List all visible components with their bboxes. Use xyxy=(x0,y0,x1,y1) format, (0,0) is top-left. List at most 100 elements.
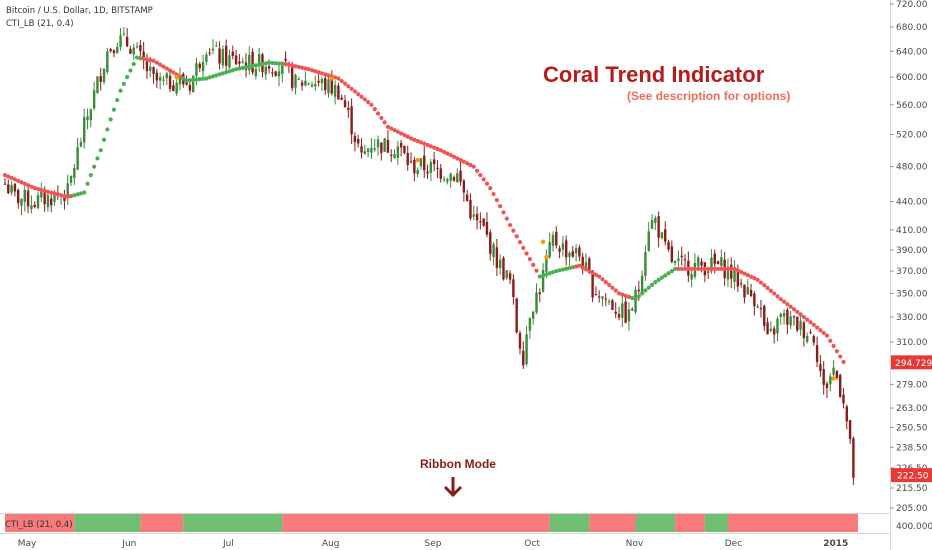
candle xyxy=(218,41,221,70)
candle xyxy=(413,156,416,182)
candle-body xyxy=(76,147,79,170)
candle xyxy=(99,67,102,91)
candle-body xyxy=(598,296,601,298)
candle-body xyxy=(83,117,86,143)
candle xyxy=(548,232,551,259)
candle xyxy=(796,316,799,333)
candle xyxy=(782,309,786,325)
candle xyxy=(690,268,693,288)
candle-body xyxy=(726,267,730,280)
coral-point xyxy=(283,61,288,67)
coral-point xyxy=(544,272,549,277)
candle xyxy=(426,164,429,180)
candle xyxy=(30,195,33,214)
candle xyxy=(215,41,218,48)
candle xyxy=(756,304,759,308)
candle-body xyxy=(330,77,334,94)
coral-point xyxy=(504,216,509,221)
candle-body xyxy=(152,67,155,74)
coral-point xyxy=(52,191,57,196)
x-tick-label: Aug xyxy=(322,539,340,549)
candle-body xyxy=(294,74,297,88)
candle-body xyxy=(343,100,347,108)
coral-point xyxy=(45,189,51,194)
candle xyxy=(459,161,462,186)
candle-body xyxy=(786,309,789,325)
coral-point xyxy=(428,144,433,149)
candle xyxy=(442,176,446,183)
x-tick-label: Sep xyxy=(425,539,442,549)
candle xyxy=(522,341,525,369)
candle xyxy=(829,373,832,392)
candle xyxy=(558,245,561,259)
coral-point xyxy=(177,74,183,79)
candle xyxy=(832,360,835,380)
candle xyxy=(129,45,132,55)
chart-annotation-subtitle: (See description for options) xyxy=(627,89,790,103)
candle xyxy=(102,68,106,85)
coral-point xyxy=(395,129,400,134)
candle xyxy=(119,27,122,51)
candle-body xyxy=(178,76,182,85)
candle xyxy=(254,65,258,80)
candle xyxy=(350,98,353,144)
price-axis[interactable]: 720.00 680.00 640.00 600.00 560.00 520.00 480.… xyxy=(890,0,932,550)
candle-body xyxy=(805,335,809,342)
candle xyxy=(274,70,277,77)
ribbon-pane xyxy=(0,513,890,532)
candle xyxy=(89,108,93,128)
coral-point xyxy=(725,266,731,272)
coral-point xyxy=(649,282,655,287)
candle-body xyxy=(667,241,670,250)
y-tick-label: 350.00 xyxy=(896,289,928,299)
coral-point xyxy=(339,78,344,84)
candle-body xyxy=(555,231,558,246)
ribbon-pane-label: CTI_LB (21, 0.4) xyxy=(5,520,73,530)
coral-point xyxy=(709,266,714,272)
candle-body xyxy=(43,190,46,205)
coral-point xyxy=(824,333,830,338)
candle-body xyxy=(13,183,17,192)
candle-body xyxy=(155,72,159,81)
coral-point xyxy=(276,61,282,66)
coral-point xyxy=(841,359,846,365)
candle xyxy=(333,80,337,105)
candle xyxy=(79,137,83,148)
coral-point xyxy=(821,330,826,336)
candle-body xyxy=(3,183,7,185)
coral-point xyxy=(636,294,641,299)
time-axis[interactable]: May Jun Jul Aug Sep Oct Nov Dec 2015 xyxy=(0,533,890,550)
candle-body xyxy=(211,48,215,51)
coral-point xyxy=(712,266,717,272)
coral-point xyxy=(75,192,80,197)
candle-body xyxy=(129,48,132,54)
candle-body xyxy=(218,48,221,64)
candle-body xyxy=(185,81,188,85)
candle-body xyxy=(307,83,310,85)
candle-body xyxy=(515,298,518,333)
candle-body xyxy=(20,198,23,206)
candle xyxy=(746,279,749,295)
candle-body xyxy=(561,243,565,250)
candle-body xyxy=(588,258,591,273)
candle xyxy=(670,240,674,264)
coral-point xyxy=(742,271,747,276)
candle xyxy=(647,222,650,252)
candle-body xyxy=(743,284,746,298)
coral-point xyxy=(356,91,361,97)
candle xyxy=(231,45,234,60)
coral-point xyxy=(214,73,219,78)
candle xyxy=(772,325,776,344)
coral-point xyxy=(577,263,582,268)
candle xyxy=(538,288,541,303)
candle xyxy=(472,205,475,221)
candle xyxy=(624,294,627,324)
coral-point xyxy=(369,102,374,107)
coral-point xyxy=(798,312,803,317)
y-tick-label: 410.00 xyxy=(896,226,928,236)
coral-point xyxy=(613,288,618,293)
candle xyxy=(76,137,79,170)
candle-body xyxy=(710,257,713,272)
candle xyxy=(320,76,324,91)
